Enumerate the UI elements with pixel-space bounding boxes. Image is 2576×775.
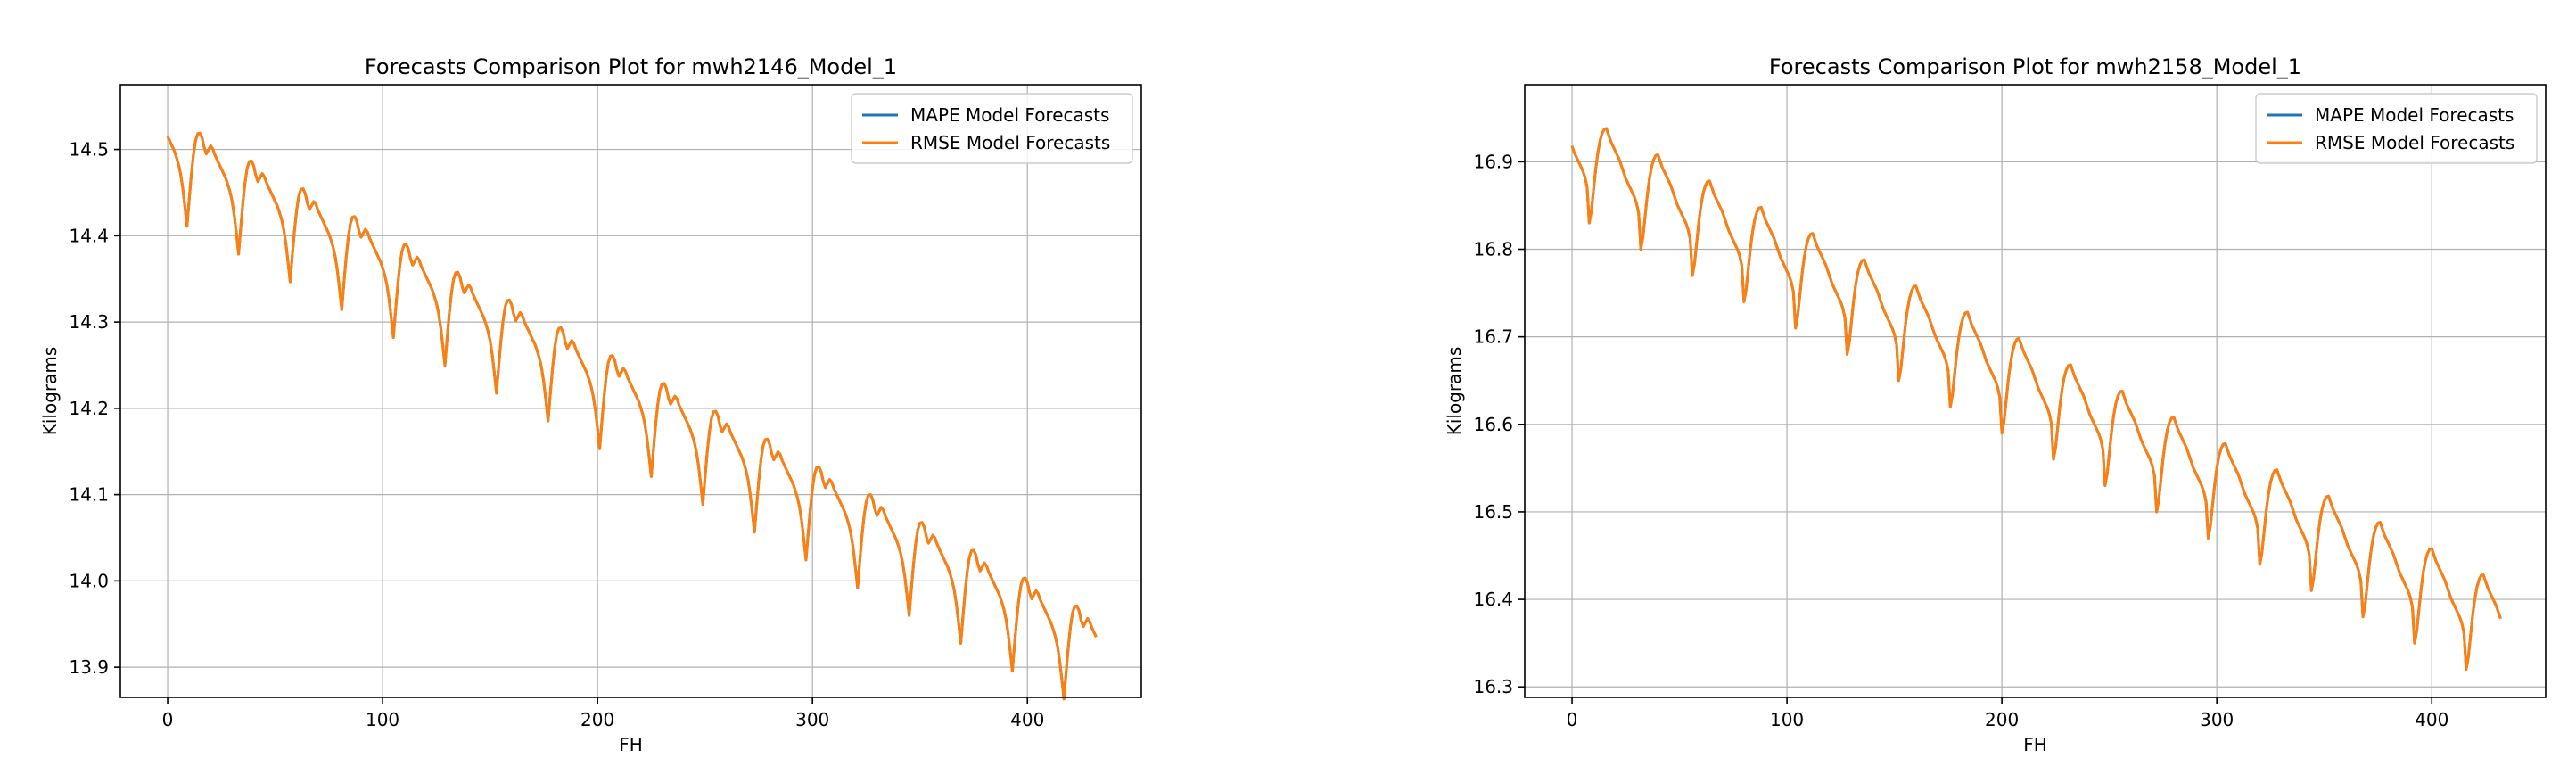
legend: MAPE Model Forecasts RMSE Model Forecasts bbox=[851, 93, 1133, 164]
y-tick-label: 14.3 bbox=[69, 311, 109, 333]
legend-label-rmse: RMSE Model Forecasts bbox=[2315, 132, 2514, 153]
legend-label-rmse: RMSE Model Forecasts bbox=[910, 132, 1110, 153]
x-tick-label: 0 bbox=[162, 709, 174, 730]
y-axis-label: Kilograms bbox=[1444, 347, 1465, 436]
x-tick-label: 200 bbox=[1985, 709, 2019, 730]
legend-label-mape: MAPE Model Forecasts bbox=[910, 104, 1109, 126]
x-axis-label: FH bbox=[619, 734, 643, 755]
y-tick-label: 14.4 bbox=[69, 225, 109, 246]
x-tick-label: 100 bbox=[1770, 709, 1804, 730]
y-tick-label: 16.7 bbox=[1473, 326, 1513, 348]
x-tick-label: 200 bbox=[580, 709, 614, 730]
x-tick-label: 100 bbox=[366, 709, 399, 730]
x-tick-label: 300 bbox=[795, 709, 829, 730]
legend: MAPE Model Forecasts RMSE Model Forecasts bbox=[2255, 93, 2538, 164]
x-tick-label: 300 bbox=[2200, 709, 2234, 730]
chart-title: Forecasts Comparison Plot for mwh2146_Mo… bbox=[365, 54, 897, 79]
y-tick-label: 14.2 bbox=[69, 398, 109, 419]
chart-panel-right: 0 100 200 300 400 16.3 16.4 16.5 16.6 16.7 16.8 16.… bbox=[1444, 54, 2547, 755]
y-tick-label: 14.0 bbox=[69, 570, 109, 591]
y-tick-label: 16.5 bbox=[1473, 501, 1513, 523]
y-tick-label: 16.6 bbox=[1473, 414, 1513, 435]
series-line-rmse bbox=[166, 131, 1098, 701]
plot-frame bbox=[119, 84, 1142, 698]
y-tick-label: 16.9 bbox=[1473, 151, 1513, 172]
y-tick-label: 14.5 bbox=[69, 139, 109, 161]
y-axis-label: Kilograms bbox=[39, 347, 61, 436]
x-tick-label: 400 bbox=[2415, 709, 2448, 730]
chart-panel-left: 0 100 200 300 400 13.9 14.0 14.1 14.2 14.3 14.4 14.… bbox=[39, 54, 1142, 755]
y-tick-label: 16.4 bbox=[1473, 589, 1513, 610]
legend-label-mape: MAPE Model Forecasts bbox=[2315, 104, 2514, 126]
chart-title: Forecasts Comparison Plot for mwh2158_Mo… bbox=[1769, 54, 2301, 79]
series-line-rmse bbox=[1570, 127, 2502, 672]
y-tick-label: 14.1 bbox=[69, 484, 109, 506]
x-tick-label: 0 bbox=[1567, 709, 1578, 730]
plot-frame bbox=[1524, 84, 2547, 698]
y-tick-label: 16.8 bbox=[1473, 239, 1513, 260]
x-tick-label: 400 bbox=[1010, 709, 1044, 730]
legend-box bbox=[851, 93, 1133, 164]
legend-box bbox=[2255, 93, 2538, 164]
y-tick-label: 16.3 bbox=[1473, 676, 1513, 697]
y-tick-label: 13.9 bbox=[69, 656, 109, 678]
x-axis-label: FH bbox=[2023, 734, 2047, 755]
